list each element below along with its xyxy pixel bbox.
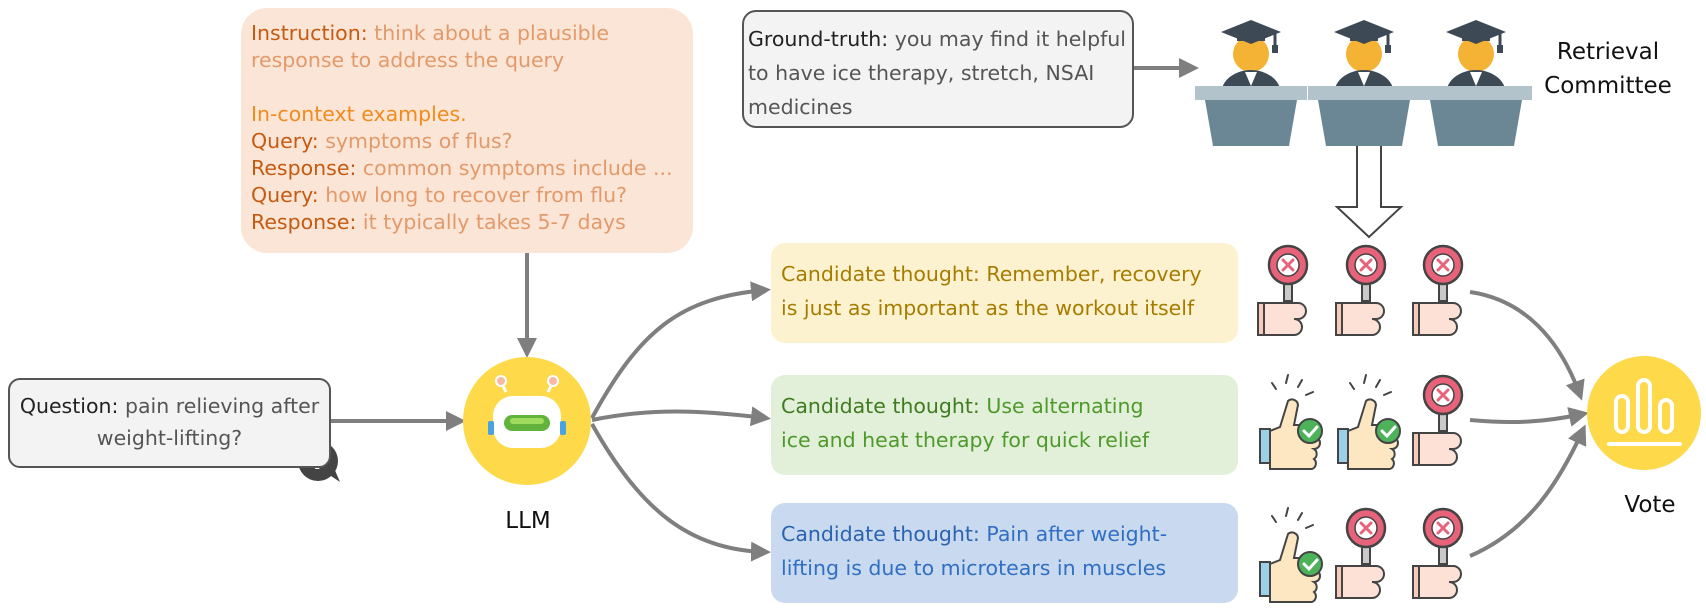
example-text: how long to recover from flu? <box>325 183 628 207</box>
ground-truth-text-line2: to have ice therapy, stretch, NSAI <box>748 61 1095 85</box>
question-label: Question: <box>19 394 119 418</box>
committee-members <box>1193 18 1534 148</box>
ground-truth-text: you may find it helpful <box>894 27 1126 51</box>
reject-sign-icon <box>1334 507 1387 600</box>
candidate-text: Pain after weight- <box>986 522 1168 546</box>
llm-to-candidate2-arrow <box>591 406 771 427</box>
reject-sign-icon <box>1334 244 1387 337</box>
question-box: Question: pain relieving after weight-li… <box>8 378 331 468</box>
candidate-text-line2: ice and heat therapy for quick relief <box>781 428 1150 452</box>
example-text: common symptoms include ... <box>362 156 673 180</box>
votes1-to-vote-arrow <box>1469 290 1585 401</box>
instruction-label: Instruction: <box>251 21 368 45</box>
committee-label-line1: Retrieval <box>1556 39 1660 65</box>
thumbs-up-icon <box>1336 373 1402 471</box>
reject-sign-icon <box>1411 374 1464 467</box>
example-text: symptoms of flus? <box>325 129 513 153</box>
candidate-text: Use alternating <box>986 394 1144 418</box>
thumbs-up-icon <box>1258 373 1324 471</box>
llm-to-candidate3-arrow <box>590 423 771 562</box>
committee-label: Retrieval Committee <box>1533 35 1683 103</box>
committee-member-icon <box>1306 18 1422 148</box>
committee-down-arrow <box>1334 136 1404 239</box>
candidate-label: Candidate thought: <box>781 394 980 418</box>
instruction-text: think about a plausible <box>374 21 609 45</box>
example-label: Response: <box>251 210 357 234</box>
candidate-text-line2: lifting is due to microtears in muscles <box>781 556 1167 580</box>
llm-to-candidate1-arrow <box>590 281 771 419</box>
ground-truth-box: Ground-truth: you may find it helpful to… <box>742 10 1134 128</box>
instruction-text-line2: response to address the query <box>251 48 565 72</box>
ground-truth-text-line3: medicines <box>748 95 853 119</box>
candidate-thought-box: Candidate thought: Remember, recovery is… <box>771 243 1238 343</box>
committee-member-icon <box>1418 18 1534 148</box>
question-text-line2: weight-lifting? <box>96 426 243 450</box>
instruction-box: Instruction: think about a plausible res… <box>241 8 693 253</box>
robot-icon <box>463 357 591 485</box>
candidate-label: Candidate thought: <box>781 522 980 546</box>
candidate-text: Remember, recovery <box>986 262 1202 286</box>
votes2-to-vote-arrow <box>1469 407 1589 427</box>
example-text: it typically takes 5-7 days <box>362 210 626 234</box>
reject-sign-icon <box>1411 244 1464 337</box>
vote-label: Vote <box>1624 492 1676 518</box>
example-label: Query: <box>251 129 319 153</box>
committee-member-icon <box>1193 18 1309 148</box>
reject-sign-icon <box>1256 244 1309 337</box>
thumbs-up-icon <box>1258 506 1324 604</box>
question-text: pain relieving after <box>124 394 320 418</box>
example-label: Response: <box>251 156 357 180</box>
candidate-label: Candidate thought: <box>781 262 980 286</box>
committee-label-line2: Committee <box>1544 73 1672 99</box>
examples-label: In-context examples. <box>251 102 467 126</box>
ground-truth-label: Ground-truth: <box>748 27 889 51</box>
reject-sign-icon <box>1411 507 1464 600</box>
votes3-to-vote-arrow <box>1469 424 1587 558</box>
example-label: Query: <box>251 183 319 207</box>
vote-chart-icon <box>1587 356 1701 470</box>
llm-label: LLM <box>505 508 551 534</box>
candidate-thought-box: Candidate thought: Use alternating ice a… <box>771 375 1238 475</box>
candidate-thought-box: Candidate thought: Pain after weight- li… <box>771 503 1238 603</box>
vote-signs <box>1256 244 1464 604</box>
candidate-text-line2: is just as important as the workout itse… <box>781 296 1195 320</box>
